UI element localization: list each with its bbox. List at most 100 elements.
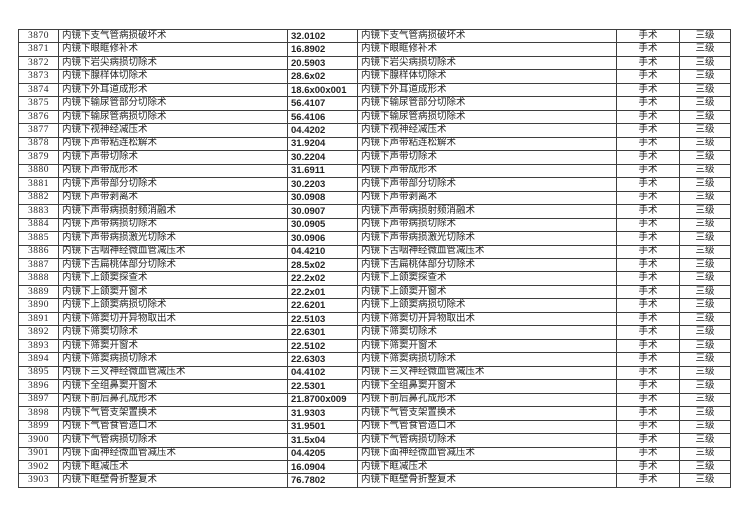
table-row: 3876 内镜下输尿管病损切除术 56.4106 内镜下输尿管病损切除术 手术 三级	[18, 109, 731, 125]
cell-procedure-name: 内镜下筛窦病损切除术	[58, 352, 288, 367]
cell-level: 三级	[679, 204, 731, 219]
cell-level: 三级	[679, 123, 731, 138]
cell-category: 手术	[616, 352, 680, 367]
table-row: 3897 内镜下前后鼻孔成形术 21.8700x009 内镜下前后鼻孔成形术 手术 三级	[18, 392, 731, 408]
cell-procedure-name: 内镜下声带剥离术	[58, 190, 288, 206]
cell-procedure-name: 内镜下上颌窦探查术	[58, 271, 288, 286]
cell-code: 56.4106	[287, 109, 358, 125]
cell-category: 手术	[616, 392, 680, 408]
cell-level: 三级	[679, 244, 731, 259]
cell-category: 手术	[616, 42, 680, 57]
table-row: 3894 内镜下筛窦病损切除术 22.6303 内镜下筛窦病损切除术 手术 三级	[18, 352, 731, 367]
cell-seq: 3876	[18, 109, 59, 125]
cell-procedure-name-repeat: 内镜下筛窦开窗术	[357, 338, 617, 354]
cell-procedure-name-repeat: 内镜下岩尖病损切除术	[357, 55, 617, 71]
table-row: 3899 内镜下气管食管造口术 31.9501 内镜下气管食管造口术 手术 三级	[18, 419, 731, 435]
table-row: 3890 内镜下上颌窦病损切除术 22.6201 内镜下上颌窦病损切除术 手术 三级	[18, 298, 731, 313]
cell-seq: 3900	[18, 433, 59, 448]
cell-category: 手术	[616, 473, 680, 488]
cell-procedure-name-repeat: 内镜下输尿管部分切除术	[357, 96, 617, 111]
cell-category: 手术	[616, 338, 680, 354]
cell-code: 22.6201	[287, 298, 358, 313]
cell-procedure-name-repeat: 内镜下气管支架置换术	[357, 406, 617, 421]
table-row: 3883 内镜下声带病损射频消融术 30.0907 内镜下声带病损射频消融术 手术 三级	[18, 204, 731, 219]
cell-code: 22.5103	[287, 311, 358, 327]
cell-code: 04.4102	[287, 365, 358, 381]
cell-level: 三级	[679, 136, 731, 152]
table-row: 3874 内镜下外耳道成形术 18.6x00x001 内镜下外耳道成形术 手术 三级	[18, 82, 731, 98]
cell-procedure-name: 内镜下前后鼻孔成形术	[58, 392, 288, 408]
cell-seq: 3886	[18, 244, 59, 259]
cell-procedure-name-repeat: 内镜下舌咽神经微血管减压术	[357, 244, 617, 259]
cell-level: 三级	[679, 96, 731, 111]
cell-seq: 3885	[18, 231, 59, 246]
cell-procedure-name-repeat: 内镜下上颌窦开窗术	[357, 284, 617, 300]
cell-category: 手术	[616, 406, 680, 421]
cell-level: 三级	[679, 231, 731, 246]
cell-category: 手术	[616, 379, 680, 394]
cell-procedure-name-repeat: 内镜下眼眶修补术	[357, 42, 617, 57]
table-row: 3870 内镜下支气管病损破坏术 32.0102 内镜下支气管病损破坏术 手术 三级	[18, 28, 731, 44]
cell-procedure-name: 内镜下输尿管部分切除术	[58, 96, 288, 111]
cell-procedure-name-repeat: 内镜下输尿管病损切除术	[357, 109, 617, 125]
cell-seq: 3871	[18, 42, 59, 57]
cell-code: 22.2x02	[287, 271, 358, 286]
cell-level: 三级	[679, 406, 731, 421]
cell-procedure-name: 内镜下外耳道成形术	[58, 82, 288, 98]
cell-procedure-name-repeat: 内镜下声带剥离术	[357, 190, 617, 206]
cell-seq: 3891	[18, 311, 59, 327]
cell-code: 31.9303	[287, 406, 358, 421]
cell-seq: 3875	[18, 96, 59, 111]
cell-seq: 3878	[18, 136, 59, 152]
cell-level: 三级	[679, 473, 731, 488]
cell-level: 三级	[679, 163, 731, 179]
cell-level: 三级	[679, 190, 731, 206]
table-row: 3882 内镜下声带剥离术 30.0908 内镜下声带剥离术 手术 三级	[18, 190, 731, 206]
table-row: 3901 内镜下面神经微血管减压术 04.4205 内镜下面神经微血管减压术 手术 三级	[18, 446, 731, 462]
cell-procedure-name: 内镜下视神经减压术	[58, 123, 288, 138]
cell-seq: 3890	[18, 298, 59, 313]
cell-code: 04.4205	[287, 446, 358, 462]
cell-seq: 3870	[18, 28, 59, 44]
cell-level: 三级	[679, 217, 731, 233]
cell-level: 三级	[679, 298, 731, 313]
cell-seq: 3897	[18, 392, 59, 408]
cell-procedure-name: 内镜下全组鼻窦开窗术	[58, 379, 288, 394]
cell-seq: 3884	[18, 217, 59, 233]
cell-procedure-name-repeat: 内镜下筛窦病损切除术	[357, 352, 617, 367]
cell-level: 三级	[679, 311, 731, 327]
cell-seq: 3894	[18, 352, 59, 367]
cell-procedure-name: 内镜下眶壁骨折整复术	[58, 473, 288, 488]
cell-category: 手术	[616, 96, 680, 111]
cell-procedure-name-repeat: 内镜下筛窦切开异物取出术	[357, 311, 617, 327]
cell-level: 三级	[679, 69, 731, 84]
table-row: 3877 内镜下视神经减压术 04.4202 内镜下视神经减压术 手术 三级	[18, 123, 731, 138]
cell-category: 手术	[616, 28, 680, 44]
cell-level: 三级	[679, 82, 731, 98]
table-row: 3875 内镜下输尿管部分切除术 56.4107 内镜下输尿管部分切除术 手术 三级	[18, 96, 731, 111]
cell-category: 手术	[616, 69, 680, 84]
cell-procedure-name: 内镜下声带病损射频消融术	[58, 204, 288, 219]
cell-category: 手术	[616, 446, 680, 462]
cell-procedure-name: 内镜下气管支架置换术	[58, 406, 288, 421]
cell-seq: 3903	[18, 473, 59, 488]
cell-code: 20.5903	[287, 55, 358, 71]
cell-level: 三级	[679, 338, 731, 354]
cell-procedure-name-repeat: 内镜下筛窦切除术	[357, 325, 617, 340]
cell-code: 18.6x00x001	[287, 82, 358, 98]
cell-code: 16.8902	[287, 42, 358, 57]
table-row: 3872 内镜下岩尖病损切除术 20.5903 内镜下岩尖病损切除术 手术 三级	[18, 55, 731, 71]
cell-category: 手术	[616, 109, 680, 125]
cell-level: 三级	[679, 55, 731, 71]
cell-procedure-name-repeat: 内镜下腺样体切除术	[357, 69, 617, 84]
cell-category: 手术	[616, 82, 680, 98]
cell-procedure-name-repeat: 内镜下上颌窦探查术	[357, 271, 617, 286]
cell-procedure-name: 内镜下面神经微血管减压术	[58, 446, 288, 462]
cell-code: 21.8700x009	[287, 392, 358, 408]
table-row: 3895 内镜下三叉神经微血管减压术 04.4102 内镜下三叉神经微血管减压术 手术三…	[18, 365, 731, 381]
cell-category: 手术	[616, 136, 680, 152]
cell-seq: 3899	[18, 419, 59, 435]
cell-seq: 3898	[18, 406, 59, 421]
cell-procedure-name: 内镜下声带成形术	[58, 163, 288, 179]
cell-level: 三级	[679, 42, 731, 57]
